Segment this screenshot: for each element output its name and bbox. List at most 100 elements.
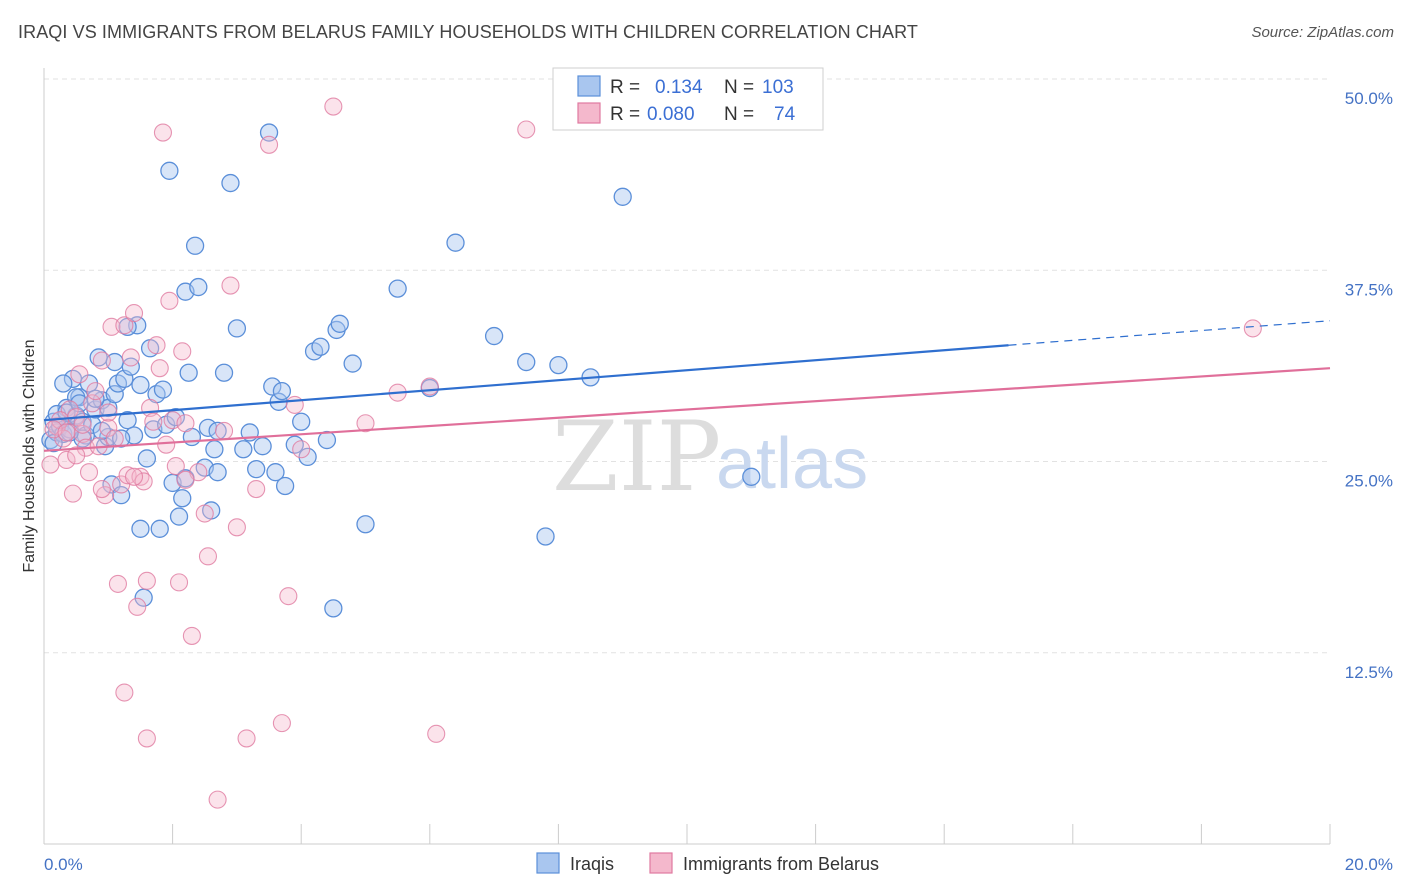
data-point-iraqis xyxy=(742,467,761,486)
data-point-belarus xyxy=(144,412,163,431)
data-point-belarus xyxy=(427,724,446,743)
legend-r-label: R = xyxy=(610,77,640,98)
data-point-belarus xyxy=(272,714,291,733)
data-point-belarus xyxy=(134,472,153,491)
trend-line-iraqis-extrapolated xyxy=(1008,320,1331,346)
data-point-belarus xyxy=(115,316,134,335)
data-point-belarus xyxy=(169,573,189,592)
data-point-belarus xyxy=(108,574,127,593)
data-point-belarus xyxy=(128,597,147,616)
data-point-iraqis xyxy=(70,394,89,413)
legend-r-value: 0.134 xyxy=(655,77,703,98)
data-point-iraqis xyxy=(189,277,208,297)
data-point-iraqis xyxy=(227,319,247,338)
data-point-belarus xyxy=(198,547,218,566)
data-point-iraqis xyxy=(221,173,240,193)
data-point-belarus xyxy=(227,518,246,537)
legend-n-value: 103 xyxy=(762,77,794,98)
data-point-belarus xyxy=(166,457,185,476)
series-iraqis-points xyxy=(41,123,761,618)
data-point-belarus xyxy=(137,571,156,590)
data-point-belarus xyxy=(176,414,195,433)
data-point-iraqis xyxy=(234,440,253,459)
watermark-zip: ZIP xyxy=(552,401,721,513)
data-point-belarus xyxy=(157,435,176,454)
data-point-belarus xyxy=(160,291,179,310)
bottom-swatch-iraqis xyxy=(536,852,560,874)
x-tick-label: 20.0% xyxy=(1345,855,1393,874)
data-point-belarus xyxy=(41,455,60,474)
x-tick-label: 0.0% xyxy=(44,855,83,874)
data-point-iraqis xyxy=(118,411,137,430)
legend-r-label: R = xyxy=(610,104,640,125)
data-point-iraqis xyxy=(549,355,568,375)
data-point-iraqis xyxy=(205,440,224,459)
data-point-belarus xyxy=(195,504,214,523)
data-point-belarus xyxy=(73,424,92,444)
data-point-iraqis xyxy=(446,233,465,252)
data-point-iraqis xyxy=(54,374,73,393)
data-point-iraqis xyxy=(484,326,504,346)
y-tick-label: 12.5% xyxy=(1345,663,1393,682)
data-point-belarus xyxy=(182,626,201,645)
data-point-belarus xyxy=(99,403,118,422)
data-point-belarus xyxy=(247,479,266,499)
data-point-belarus xyxy=(279,587,298,606)
data-point-iraqis xyxy=(105,385,124,404)
y-tick-label: 50.0% xyxy=(1345,89,1393,108)
data-point-iraqis xyxy=(298,447,317,467)
data-point-iraqis xyxy=(324,599,343,618)
data-point-belarus xyxy=(259,135,279,154)
data-point-iraqis xyxy=(356,515,375,534)
legend-swatch-belarus xyxy=(577,102,601,124)
data-point-belarus xyxy=(105,429,124,448)
data-point-iraqis xyxy=(153,380,173,399)
data-point-belarus xyxy=(285,395,304,414)
data-point-iraqis xyxy=(311,337,330,356)
y-tick-label: 37.5% xyxy=(1345,280,1393,299)
data-point-belarus xyxy=(124,304,144,323)
data-point-iraqis xyxy=(536,527,555,546)
legend-n-label: N = xyxy=(724,77,754,98)
data-point-iraqis xyxy=(214,363,234,382)
data-point-belarus xyxy=(147,336,166,355)
data-point-belarus xyxy=(153,123,173,142)
series-belarus-points xyxy=(41,97,1262,809)
data-point-belarus xyxy=(92,351,111,370)
bottom-swatch-belarus xyxy=(649,852,673,874)
data-point-iraqis xyxy=(330,314,349,333)
data-point-belarus xyxy=(221,276,240,295)
data-point-iraqis xyxy=(131,519,150,538)
data-point-iraqis xyxy=(112,429,131,448)
data-point-belarus xyxy=(208,790,227,809)
data-point-belarus xyxy=(150,359,169,378)
data-point-belarus xyxy=(292,440,311,459)
top-legend: R = 0.134 N = 103 R = 0.080 N = 74 xyxy=(552,67,824,131)
trend-line-belarus xyxy=(43,367,1331,452)
legend-n-value: 74 xyxy=(774,104,796,125)
tick-labels: 12.5% 25.0% 37.5% 50.0% 0.0% 20.0% xyxy=(44,89,1393,874)
gridlines xyxy=(44,78,1330,654)
data-point-iraqis xyxy=(247,459,266,479)
data-point-belarus xyxy=(79,463,99,482)
axes xyxy=(43,68,1331,845)
data-point-iraqis xyxy=(160,161,179,180)
data-point-iraqis xyxy=(79,374,99,393)
data-point-iraqis xyxy=(169,507,189,526)
bottom-legend-belarus: Immigrants from Belarus xyxy=(683,854,879,874)
data-point-belarus xyxy=(115,683,134,702)
data-point-iraqis xyxy=(208,463,227,482)
data-point-belarus xyxy=(99,418,118,437)
data-point-belarus xyxy=(176,470,195,489)
data-point-iraqis xyxy=(185,236,205,255)
data-point-iraqis xyxy=(57,403,76,422)
source-label: Source: ZipAtlas.com xyxy=(1251,24,1394,41)
data-point-iraqis xyxy=(150,519,169,538)
legend-swatch-iraqis xyxy=(577,75,601,97)
data-point-belarus xyxy=(1243,319,1262,338)
data-point-iraqis xyxy=(263,377,282,396)
data-point-iraqis xyxy=(137,449,157,468)
data-point-iraqis xyxy=(343,354,362,373)
data-point-iraqis xyxy=(517,352,536,372)
